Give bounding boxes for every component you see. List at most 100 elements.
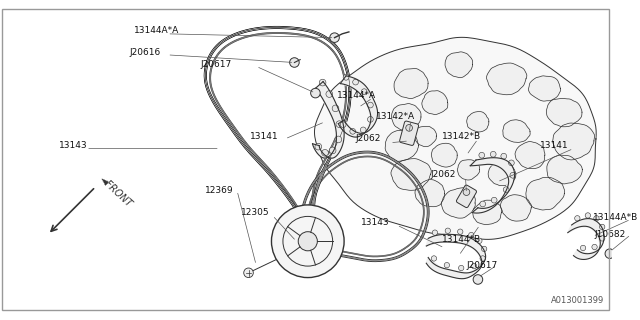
Polygon shape	[392, 104, 421, 131]
Polygon shape	[394, 68, 428, 99]
Circle shape	[510, 172, 516, 178]
Circle shape	[322, 149, 328, 156]
Text: 13144A*B: 13144A*B	[593, 213, 638, 222]
Circle shape	[444, 262, 449, 268]
Polygon shape	[314, 37, 596, 239]
Circle shape	[298, 232, 317, 251]
Circle shape	[490, 151, 496, 157]
Polygon shape	[391, 159, 431, 190]
Circle shape	[330, 147, 336, 154]
Text: J20616: J20616	[129, 48, 160, 58]
Circle shape	[353, 79, 358, 85]
Text: 12305: 12305	[241, 208, 269, 217]
Text: 13141: 13141	[540, 141, 569, 150]
Polygon shape	[473, 200, 502, 225]
Text: 13141: 13141	[250, 132, 279, 140]
Polygon shape	[442, 188, 476, 218]
Polygon shape	[553, 123, 595, 160]
Polygon shape	[547, 155, 582, 184]
Circle shape	[336, 121, 342, 127]
Polygon shape	[415, 180, 445, 207]
Polygon shape	[486, 63, 527, 95]
Circle shape	[580, 245, 586, 251]
Circle shape	[432, 230, 438, 235]
Circle shape	[477, 238, 482, 244]
Polygon shape	[470, 158, 515, 212]
Circle shape	[575, 216, 580, 221]
Circle shape	[480, 256, 485, 261]
Circle shape	[319, 79, 326, 86]
Circle shape	[463, 189, 470, 196]
Circle shape	[330, 33, 339, 43]
Circle shape	[445, 228, 451, 233]
Circle shape	[468, 232, 474, 238]
Polygon shape	[422, 91, 448, 115]
Circle shape	[350, 128, 356, 134]
Polygon shape	[458, 160, 479, 180]
Polygon shape	[547, 99, 582, 127]
Polygon shape	[515, 141, 545, 169]
Circle shape	[585, 213, 591, 218]
Circle shape	[271, 205, 344, 277]
Circle shape	[343, 75, 349, 80]
Text: 13144*B: 13144*B	[442, 235, 481, 244]
Text: 13144A*A: 13144A*A	[134, 27, 179, 36]
Circle shape	[244, 268, 253, 277]
Circle shape	[492, 197, 497, 203]
Text: A013001399: A013001399	[551, 296, 604, 305]
Text: 13142*B: 13142*B	[442, 132, 481, 140]
Circle shape	[458, 229, 463, 234]
Circle shape	[290, 58, 299, 67]
Circle shape	[480, 201, 486, 207]
Circle shape	[479, 152, 484, 158]
Circle shape	[600, 224, 605, 229]
Text: 13144*A: 13144*A	[337, 91, 376, 100]
Polygon shape	[500, 195, 531, 221]
Polygon shape	[445, 52, 473, 78]
Circle shape	[335, 136, 342, 143]
Circle shape	[509, 160, 515, 166]
Text: 12369: 12369	[205, 186, 233, 195]
Text: J20617: J20617	[201, 60, 232, 69]
Text: 13143: 13143	[362, 218, 390, 227]
Circle shape	[315, 143, 322, 150]
Text: J10682: J10682	[595, 230, 626, 239]
Polygon shape	[467, 111, 489, 132]
Polygon shape	[431, 143, 457, 167]
Circle shape	[473, 275, 483, 284]
Circle shape	[481, 246, 487, 252]
Text: J2062: J2062	[356, 134, 381, 143]
Polygon shape	[488, 164, 516, 186]
Circle shape	[600, 236, 605, 241]
Text: J20617: J20617	[467, 261, 498, 270]
Circle shape	[367, 116, 373, 122]
Circle shape	[501, 153, 507, 159]
Circle shape	[594, 216, 599, 221]
Polygon shape	[414, 126, 436, 147]
Text: J2062: J2062	[430, 170, 456, 179]
Circle shape	[406, 124, 412, 131]
Polygon shape	[568, 219, 604, 260]
Circle shape	[326, 91, 333, 97]
Polygon shape	[529, 76, 561, 101]
Text: 13143: 13143	[60, 141, 88, 150]
Polygon shape	[339, 76, 378, 137]
FancyBboxPatch shape	[456, 185, 477, 208]
Circle shape	[367, 102, 373, 108]
Polygon shape	[312, 82, 344, 158]
Text: ◄FRONT: ◄FRONT	[97, 174, 134, 209]
Circle shape	[332, 105, 339, 112]
Circle shape	[472, 263, 477, 269]
Circle shape	[605, 249, 614, 259]
Circle shape	[503, 187, 509, 193]
Polygon shape	[426, 235, 486, 278]
Text: 13142*A: 13142*A	[376, 113, 415, 122]
Circle shape	[592, 244, 597, 250]
Circle shape	[458, 265, 464, 271]
Circle shape	[310, 88, 320, 98]
Circle shape	[362, 89, 367, 94]
Polygon shape	[503, 120, 530, 142]
Circle shape	[360, 127, 366, 133]
Circle shape	[340, 122, 346, 127]
Circle shape	[431, 256, 436, 261]
